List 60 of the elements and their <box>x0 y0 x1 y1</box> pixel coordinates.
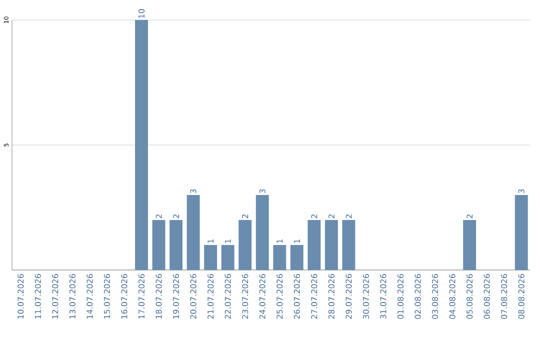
x-tick-label: 11.07.2026 <box>34 274 41 318</box>
x-tick-label: 01.08.2026 <box>397 274 404 319</box>
data-label: 3 <box>190 189 196 194</box>
bar <box>342 220 356 270</box>
bar <box>221 245 234 270</box>
bar <box>463 220 476 270</box>
bar <box>514 195 528 270</box>
bar <box>256 195 269 270</box>
x-tick-label: 15.07.2026 <box>104 274 110 318</box>
data-label: 3 <box>518 189 524 194</box>
x-tick-label: 13.07.2026 <box>69 274 76 318</box>
x-tick-label: 03.08.2026 <box>432 274 438 319</box>
bar <box>152 220 166 270</box>
bar <box>170 220 183 270</box>
x-tick-label: 20.07.2026 <box>190 274 196 319</box>
x-tick-label: 14.07.2026 <box>86 274 93 318</box>
data-label: 2 <box>156 214 162 218</box>
bar <box>186 195 200 270</box>
x-tick-label: 05.08.2026 <box>466 274 473 319</box>
x-tick-label: 10.07.2026 <box>18 274 24 318</box>
x-tick-label: 07.08.2026 <box>501 274 508 319</box>
x-tick-label: 19.07.2026 <box>173 274 180 318</box>
x-tick-label: 22.07.2026 <box>224 274 231 319</box>
x-tick-label: 08.08.2026 <box>518 274 524 319</box>
x-tick-label: 04.08.2026 <box>449 274 456 319</box>
x-tick-label: 26.07.2026 <box>294 274 300 319</box>
x-tick-label: 24.07.2026 <box>259 274 266 319</box>
x-tick-label: 23.07.2026 <box>242 274 248 319</box>
bar <box>238 220 252 270</box>
x-tick-label: 16.07.2026 <box>121 274 128 318</box>
data-label: 1 <box>294 239 300 243</box>
data-label: 1 <box>276 239 283 243</box>
x-tick-label: 31.07.2026 <box>380 274 386 319</box>
x-tick-label: 25.07.2026 <box>276 274 283 319</box>
data-label: 2 <box>466 214 473 218</box>
data-label: 1 <box>208 239 214 243</box>
bar <box>308 220 321 270</box>
x-tick-label: 02.08.2026 <box>414 274 421 319</box>
data-label: 2 <box>311 214 318 218</box>
bar <box>204 245 218 270</box>
x-tick-label: 17.07.2026 <box>138 274 145 318</box>
data-label: 2 <box>328 214 334 218</box>
data-label: 2 <box>173 214 180 218</box>
bar <box>324 220 338 270</box>
x-tick-label: 21.07.2026 <box>208 274 214 319</box>
x-tick-label: 30.07.2026 <box>362 274 369 319</box>
x-tick-label: 12.07.2026 <box>52 274 58 318</box>
data-label: 10 <box>138 9 145 18</box>
data-label: 1 <box>224 239 231 243</box>
data-label: 3 <box>259 189 266 194</box>
x-tick-label: 18.07.2026 <box>156 274 162 318</box>
bar <box>273 245 286 270</box>
x-tick-label: 29.07.2026 <box>346 274 352 319</box>
data-label: 2 <box>346 214 352 218</box>
bar <box>290 245 304 270</box>
x-tick-label: 28.07.2026 <box>328 274 334 319</box>
data-label: 2 <box>242 214 248 218</box>
x-tick-label: 06.08.2026 <box>484 274 490 319</box>
bar <box>135 20 148 270</box>
x-tick-label: 27.07.2026 <box>311 274 318 319</box>
